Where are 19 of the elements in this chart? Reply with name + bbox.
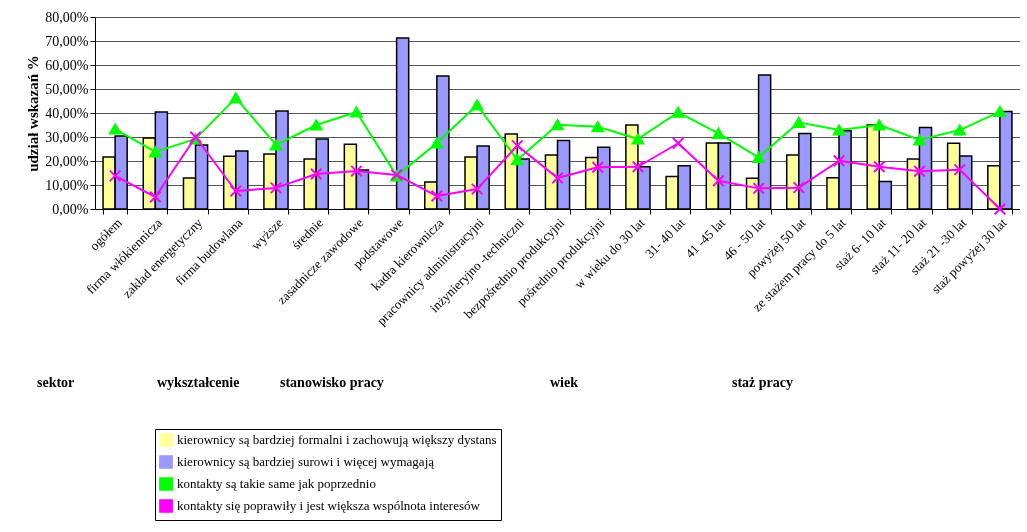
text: wiek [550, 375, 579, 390]
legend-label: kierownicy są bardziej surowi i więcej wymagają [177, 454, 435, 469]
text: wykształcenie [157, 375, 240, 390]
legend-label: kierownicy są bardziej formalni i zachowują większy dystans [177, 432, 497, 447]
y-tick-label: 80,00% [45, 9, 89, 25]
text: sektor [37, 375, 75, 390]
legend-label: kontakty się poprawiły i jest większa wspólnota interesów [177, 498, 481, 513]
y-tick-label: 70,00% [45, 33, 89, 49]
y-tick-label: 10,00% [45, 177, 89, 193]
y-tick-label: 60,00% [45, 57, 89, 73]
y-tick-label: 20,00% [45, 153, 89, 169]
y-tick-label: 40,00% [45, 105, 89, 121]
y-tick-label: 30,00% [45, 129, 89, 145]
legend-label: kontakty są takie same jak poprzednio [177, 476, 376, 491]
y-tick-label: 50,00% [45, 81, 89, 97]
text: staż pracy [732, 375, 794, 390]
text: stanowisko pracy [280, 375, 384, 390]
y-axis-title: udział wskazań % [25, 55, 42, 172]
y-tick-label: 0,00% [52, 201, 89, 217]
